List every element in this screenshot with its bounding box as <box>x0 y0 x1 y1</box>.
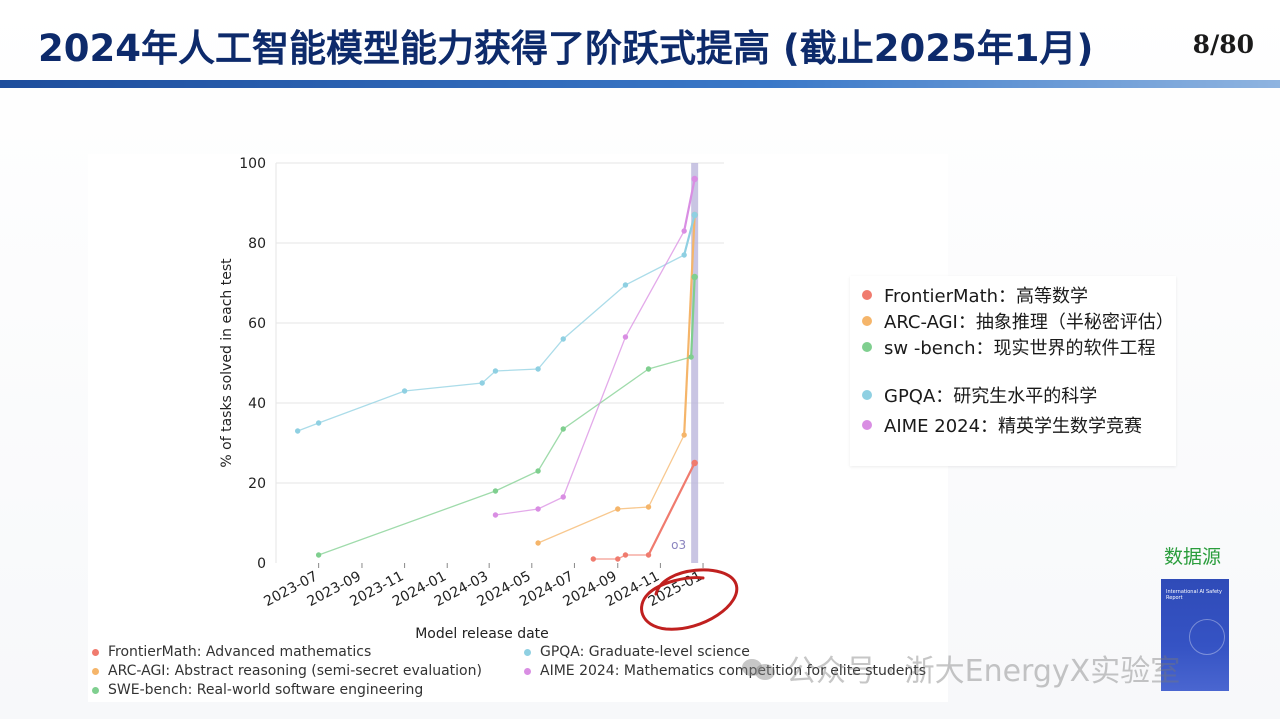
annotation-circle <box>640 568 739 631</box>
legend-label: SWE-bench: Real-world software engineeri… <box>108 682 424 698</box>
data-point-gpqa <box>622 282 629 288</box>
data-point-gpqa <box>535 366 541 372</box>
data-point-gpqa <box>315 420 322 426</box>
legend-marker <box>524 648 531 656</box>
wechat-icon <box>742 655 776 681</box>
cn-legend-item-arc_agi: ARC-AGI：抽象推理（半秘密评估） <box>862 308 1174 334</box>
legend-item-frontiermath: FrontierMath: Advanced mathematics <box>92 644 371 660</box>
cn-legend-item-swe_bench: sw -bench：现实世界的软件工程 <box>862 334 1156 360</box>
y-axis-title: % of tasks solved in each test <box>219 258 235 468</box>
chart-legend: FrontierMath: Advanced mathematics ARC-AG… <box>92 644 952 704</box>
watermark-text: 公众号 · 浙大EnergyX实验室 <box>786 654 1181 689</box>
cn-legend-label: FrontierMath：高等数学 <box>884 286 1089 307</box>
data-point-frontiermath <box>622 552 629 558</box>
legend-item-swe_bench: SWE-bench: Real-world software engineeri… <box>92 682 423 698</box>
cn-legend-item-gpqa: GPQA：研究生水平的科学 <box>862 382 1097 408</box>
data-point-frontiermath <box>691 459 698 467</box>
data-point-gpqa <box>401 388 408 394</box>
data-point-aime <box>681 228 687 234</box>
data-point-frontiermath <box>590 556 597 562</box>
data-point-gpqa <box>691 211 698 219</box>
legend-label: GPQA: Graduate-level science <box>540 644 750 660</box>
page-number: 8/80 <box>1192 30 1254 59</box>
cn-legend-item-frontiermath: FrontierMath：高等数学 <box>862 282 1088 308</box>
data-point-frontiermath <box>645 552 652 558</box>
watermark: 公众号 · 浙大EnergyX实验室 <box>742 646 1180 690</box>
data-point-frontiermath <box>615 556 621 562</box>
series-jump-swe_bench <box>690 276 696 358</box>
legend-label: AIME 2024: Mathematics competition for e… <box>540 663 927 679</box>
series-line-aime <box>495 230 685 516</box>
legend-marker <box>92 648 99 656</box>
series-line-swe_bench <box>318 356 692 556</box>
y-tick-label: 20 <box>248 476 266 492</box>
data-point-swe_bench <box>315 552 322 558</box>
data-point-gpqa <box>294 428 301 434</box>
data-point-swe_bench <box>688 354 694 360</box>
data-point-swe_bench <box>492 488 499 494</box>
slide-title: 2024年人工智能模型能力获得了阶跃式提高 (截止2025年1月) <box>38 27 1094 70</box>
series-jump-aime <box>683 178 696 232</box>
cn-legend-label: AIME 2024：精英学生数学竞赛 <box>884 416 1143 437</box>
line-chart: 020406080100o32023-072023-092023-112024-… <box>219 156 739 642</box>
cn-legend-marker <box>862 390 872 400</box>
x-axis-title: Model release date <box>415 626 549 642</box>
cn-legend-marker <box>862 290 872 300</box>
data-point-swe_bench <box>691 273 698 281</box>
data-point-swe_bench <box>535 468 541 474</box>
data-point-arc_agi <box>645 504 652 510</box>
data-point-aime <box>622 334 629 340</box>
data-point-aime <box>492 512 499 518</box>
data-point-gpqa <box>560 336 566 342</box>
legend-marker <box>92 667 99 675</box>
data-point-swe_bench <box>645 366 652 372</box>
legend-label: ARC-AGI: Abstract reasoning (semi-secret… <box>108 663 482 679</box>
y-tick-label: 40 <box>248 396 266 412</box>
chinese-legend-box: FrontierMath：高等数学 ARC-AGI：抽象推理（半秘密评估） sw -… <box>850 276 1176 466</box>
report-cover-decoration <box>1189 619 1225 655</box>
series-line-frontiermath <box>593 554 649 560</box>
data-point-arc_agi <box>681 432 687 438</box>
legend-item-gpqa: GPQA: Graduate-level science <box>524 644 750 660</box>
cn-legend-item-aime: AIME 2024：精英学生数学竞赛 <box>862 412 1142 438</box>
o3-band-label: o3 <box>671 538 686 552</box>
o3-highlight-band <box>691 163 699 563</box>
y-tick-label: 0 <box>257 556 266 572</box>
data-point-arc_agi <box>615 506 621 512</box>
legend-item-aime: AIME 2024: Mathematics competition for e… <box>524 663 926 679</box>
data-point-gpqa <box>492 368 499 374</box>
legend-marker <box>524 667 531 675</box>
y-tick-label: 100 <box>239 156 266 172</box>
report-cover-thumbnail[interactable]: International AI Safety Report <box>1161 579 1229 691</box>
series-jump-frontiermath <box>647 462 696 556</box>
data-point-gpqa <box>479 380 485 386</box>
chart-panel: 0 20 40 60 80 100 o3 2023-07 2023-09 2023-11 2024-… <box>88 154 948 702</box>
data-point-swe_bench <box>560 426 566 432</box>
cn-legend-marker <box>862 420 872 430</box>
cn-legend-label: ARC-AGI：抽象推理（半秘密评估） <box>884 312 1174 333</box>
y-tick-label: 60 <box>248 316 266 332</box>
cn-legend-label: sw -bench：现实世界的软件工程 <box>884 338 1156 359</box>
series-jump-arc_agi <box>683 214 696 436</box>
series-line-gpqa <box>297 254 685 432</box>
cn-legend-marker <box>862 316 872 326</box>
legend-label: FrontierMath: Advanced mathematics <box>108 644 372 660</box>
series-jump-gpqa <box>683 214 696 256</box>
data-point-gpqa <box>681 252 687 258</box>
title-underline-bar <box>0 80 1280 88</box>
y-tick-label: 80 <box>248 236 266 252</box>
data-point-aime <box>535 506 541 512</box>
data-point-aime <box>560 494 566 500</box>
source-label: 数据源 <box>1164 546 1222 568</box>
series-line-arc_agi <box>537 434 685 544</box>
cn-legend-label: GPQA：研究生水平的科学 <box>884 386 1098 407</box>
data-point-arc_agi <box>535 540 541 546</box>
legend-marker <box>92 686 99 694</box>
cn-legend-marker <box>862 342 872 352</box>
report-cover-title: International AI Safety Report <box>1166 589 1222 601</box>
legend-item-arc_agi: ARC-AGI: Abstract reasoning (semi-secret… <box>92 663 482 679</box>
data-point-aime <box>691 175 698 183</box>
